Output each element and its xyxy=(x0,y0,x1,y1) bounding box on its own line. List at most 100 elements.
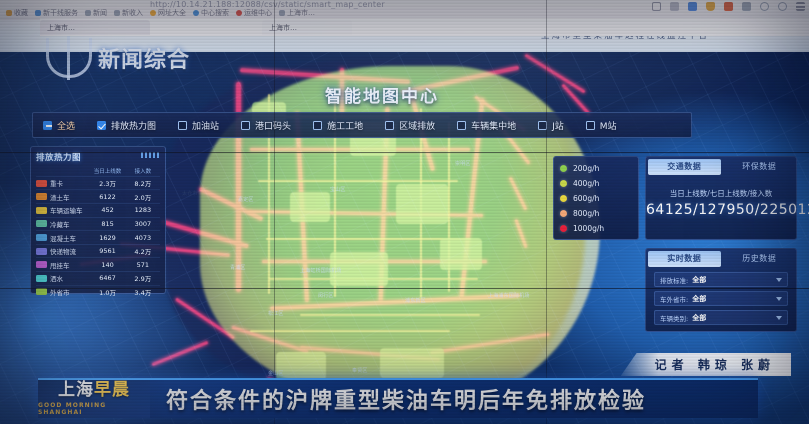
checkbox-icon[interactable] xyxy=(457,120,467,130)
map-place-label: 浦东新区 xyxy=(405,298,426,304)
checkbox-indeterminate-icon[interactable] xyxy=(43,120,52,130)
checkbox-icon[interactable] xyxy=(385,120,395,130)
legend-label: 1000g/h xyxy=(573,224,605,233)
access-count: 4.2万 xyxy=(134,248,152,257)
platform-title: 上海市重型柴油车远程在线监控平台 xyxy=(540,31,709,41)
filter-province-city[interactable]: 车外省市: 全部 xyxy=(654,291,788,306)
layer-checkbox-vehicle-hub[interactable]: 车辆集中地 xyxy=(457,119,516,132)
table-row[interactable]: 冷藏车 815 3007 xyxy=(36,216,160,231)
vehicle-type-icon xyxy=(36,206,47,214)
bookmark-label: 新收入 xyxy=(122,9,143,17)
online-count: 1629 xyxy=(99,233,116,242)
chevron-down-icon[interactable] xyxy=(776,296,782,301)
cut-icon[interactable] xyxy=(670,2,679,11)
access-count: 3007 xyxy=(134,219,152,228)
filter-vehicle-category[interactable]: 车辆类别: 全部 xyxy=(654,310,788,325)
browser-toolbar-icons[interactable] xyxy=(652,2,805,11)
table-row[interactable]: 甩挂车 140 571 xyxy=(36,257,160,271)
grid-icon[interactable] xyxy=(742,2,751,11)
chevron-down-icon[interactable] xyxy=(776,277,782,282)
browser-tab[interactable]: 上海市… xyxy=(40,20,150,35)
legend-item: 400g/h xyxy=(560,176,632,191)
filter-panel-tabs[interactable]: 实时数据 历史数据 xyxy=(646,249,796,268)
address-bar-text[interactable]: http://10.14.21.188:12088/csv/static/sma… xyxy=(150,0,385,9)
layer-checkbox-port-wharf[interactable]: 港口码头 xyxy=(241,119,291,132)
map-center-title: 智能地图中心 xyxy=(325,87,439,107)
checkbox-checked-icon[interactable] xyxy=(97,120,107,130)
bookmarks-bar[interactable]: 收藏 新干线服务 新闻 新收入 网址大全 中心搜索 运维中心 上海市… xyxy=(6,8,315,18)
history-icon[interactable] xyxy=(778,2,787,11)
checkbox-icon[interactable] xyxy=(585,120,595,130)
settings-icon[interactable] xyxy=(760,2,769,11)
program-title-part2: 早晨 xyxy=(94,380,130,400)
map-place-label: 崇明区 xyxy=(455,161,471,167)
online-count: 6122 xyxy=(99,192,116,201)
online-count: 452 xyxy=(101,206,114,215)
layer-checkbox-select-all[interactable]: 全选 xyxy=(43,119,75,132)
bookmark-item[interactable]: 新收入 xyxy=(114,8,143,18)
filter-value: 全部 xyxy=(692,313,707,322)
legend-color-dot xyxy=(560,225,567,232)
tab-realtime-data[interactable]: 实时数据 xyxy=(647,250,721,267)
layer-checkbox-construction-site[interactable]: 施工工地 xyxy=(313,119,363,132)
filter-label: 车外省市: xyxy=(660,295,689,304)
tab-traffic-data[interactable]: 交通数据 xyxy=(647,158,721,175)
legend-item: 1000g/h xyxy=(560,221,632,236)
table-row[interactable]: 混凝土车 1629 4073 xyxy=(36,230,160,244)
browser-tab[interactable]: 上海市… xyxy=(262,20,352,35)
online-count: 815 xyxy=(101,219,114,228)
layer-checkbox-j-station[interactable]: J站 xyxy=(538,119,564,132)
chevron-down-icon[interactable] xyxy=(776,315,782,320)
tab-history-data[interactable]: 历史数据 xyxy=(742,254,777,263)
megaphone-icon[interactable] xyxy=(724,2,733,11)
layer-toggle-toolbar[interactable]: 全选 排放热力图 加油站 港口码头 施工工地 区域排放 车辆集中地 J站 M站 xyxy=(32,112,692,138)
checkbox-icon[interactable] xyxy=(538,120,548,130)
layer-checkbox-emission-heatmap[interactable]: 排放热力图 xyxy=(97,119,156,132)
map-place-label: 青浦区 xyxy=(230,265,246,271)
checkbox-icon[interactable] xyxy=(178,120,188,130)
screen-seam-horizontal xyxy=(0,288,809,289)
screen-seam-horizontal xyxy=(0,152,809,153)
bookmark-item[interactable]: 新干线服务 xyxy=(35,8,78,18)
bookmark-icon[interactable] xyxy=(652,2,661,11)
legend-item: 800g/h xyxy=(560,206,632,221)
checkbox-icon[interactable] xyxy=(241,120,251,130)
filter-emission-standard[interactable]: 排放标准: 全部 xyxy=(654,272,788,287)
apps-icon[interactable] xyxy=(688,2,697,11)
channel-watermark: 新闻综合 xyxy=(46,36,191,80)
bookmark-item[interactable]: 收藏 xyxy=(6,8,28,18)
bookmark-item[interactable]: 上海市… xyxy=(279,8,315,18)
tab-environment-data[interactable]: 环保数据 xyxy=(742,162,777,171)
table-row[interactable]: 车辆运输车 452 1283 xyxy=(36,203,160,217)
bookmark-item[interactable]: 网址大全 xyxy=(150,8,186,18)
layer-label: 全选 xyxy=(57,121,76,132)
bookmark-item[interactable]: 运维中心 xyxy=(236,8,272,18)
map-place-label: 宝山区 xyxy=(330,187,346,193)
signal-bars-icon xyxy=(141,152,159,158)
layer-checkbox-gas-station[interactable]: 加油站 xyxy=(178,119,219,132)
table-row[interactable]: 渣土车 6122 2.0万 xyxy=(36,189,160,203)
table-row[interactable]: 重卡 2.3万 8.2万 xyxy=(36,175,160,190)
filter-value: 全部 xyxy=(692,294,707,303)
legend-label: 400g/h xyxy=(573,179,600,188)
vehicle-type-label: 混凝土车 xyxy=(50,234,76,243)
data-panel-tabs[interactable]: 交通数据 环保数据 xyxy=(646,157,796,176)
filter-panel[interactable]: 实时数据 历史数据 排放标准: 全部 车外省市: 全部 车辆类别: 全部 xyxy=(645,248,797,332)
reporter-credit: 记者 韩琼 张蔚 xyxy=(620,353,791,376)
bookmark-item[interactable]: 中心搜索 xyxy=(193,8,229,18)
bookmark-item[interactable]: 新闻 xyxy=(85,8,107,18)
shield-icon[interactable] xyxy=(706,2,715,11)
layer-checkbox-m-station[interactable]: M站 xyxy=(585,119,617,132)
layer-label: 加油站 xyxy=(192,121,220,132)
checkbox-icon[interactable] xyxy=(313,120,323,130)
table-row[interactable]: 外省市 1.0万 3.4万 xyxy=(36,284,160,299)
traffic-data-panel[interactable]: 交通数据 环保数据 当日上线数/七日上线数/接入数 64125/127950/2… xyxy=(645,156,809,240)
emission-legend: 200g/h 400g/h 600g/h 800g/h 1000g/h xyxy=(553,156,639,240)
browser-tab-strip[interactable]: 上海市… 上海市… xyxy=(40,18,809,36)
program-logo: 上海早晨 GOOD MORNING SHANGHAI xyxy=(38,380,150,418)
layer-checkbox-regional-emission[interactable]: 区域排放 xyxy=(385,119,435,132)
menu-icon[interactable] xyxy=(796,2,805,11)
table-row[interactable]: 洒水 6467 2.9万 xyxy=(36,271,160,285)
table-row[interactable]: 快递物流 9561 4.2万 xyxy=(36,243,160,258)
channel-name: 新闻综合 xyxy=(98,48,191,73)
